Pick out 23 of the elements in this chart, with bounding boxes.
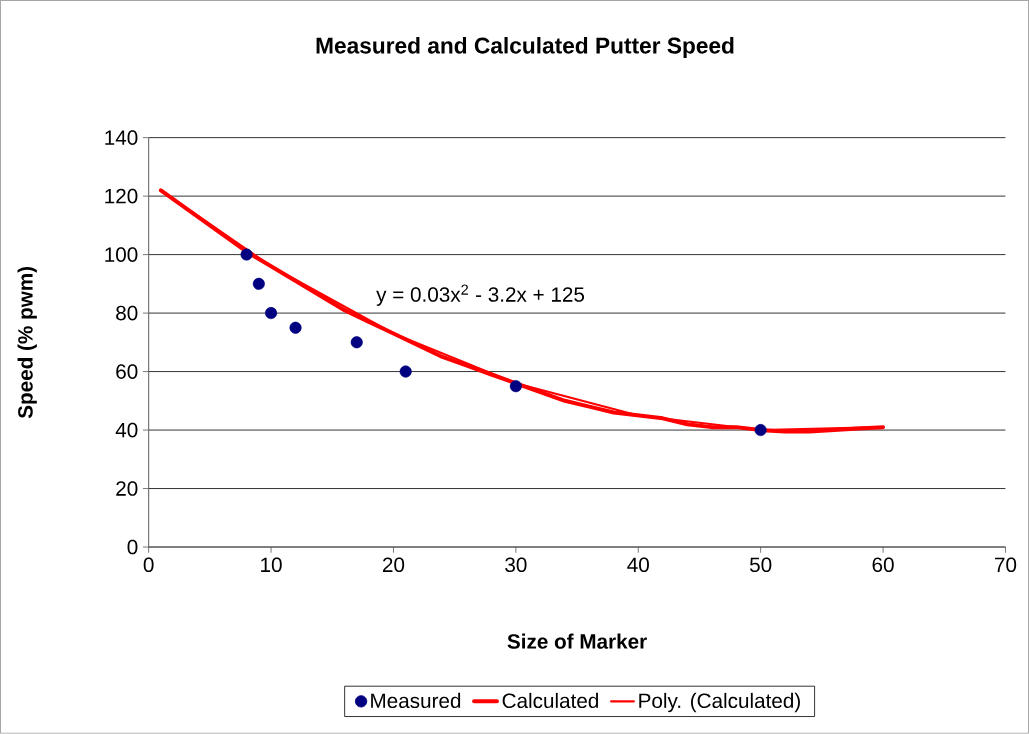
x-tick-label: 20 <box>383 557 405 573</box>
x-tick-label: 40 <box>627 557 649 573</box>
legend-label: Calculated <box>502 693 598 709</box>
x-tick-label: 70 <box>995 557 1017 573</box>
x-axis-title: Size of Marker <box>507 633 647 649</box>
y-tick-label: 0 <box>127 539 138 555</box>
y-tick-label: 100 <box>105 247 138 263</box>
x-tick-label: 30 <box>505 557 527 573</box>
x-tick-label: 10 <box>261 557 282 573</box>
y-tick-label: 20 <box>116 481 138 497</box>
y-tick-label: 140 <box>105 130 138 146</box>
legend-label: Poly. (Calculated) <box>639 693 800 713</box>
y-tick-label: 40 <box>115 422 138 438</box>
chart-title: Measured and Calculated Putter Speed <box>316 37 734 59</box>
y-tick-label: 80 <box>116 305 138 321</box>
y-axis-title: Speed (% pwm) <box>17 267 37 419</box>
x-tick-label: 50 <box>749 557 772 573</box>
y-tick-label: 60 <box>116 364 138 380</box>
annotation: y = 0.03x$^{2}$ - 3.2x + 125 <box>376 284 585 307</box>
x-tick-label: 60 <box>872 557 894 573</box>
x-tick-label: 0 <box>143 557 154 573</box>
legend-label: Measured <box>371 693 461 709</box>
y-tick-label: 120 <box>105 188 138 204</box>
